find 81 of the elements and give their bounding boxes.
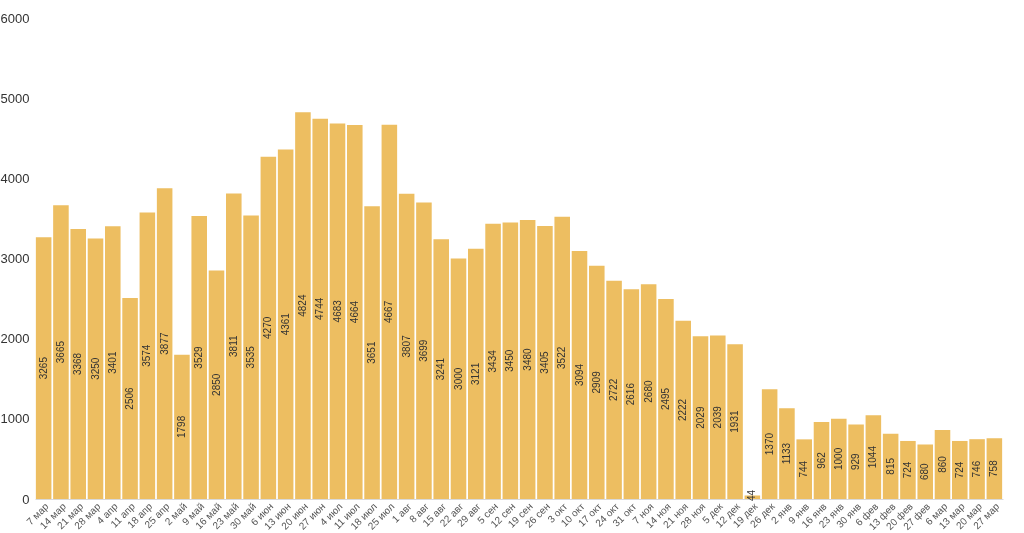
y-tick-label: 1000 xyxy=(0,411,30,427)
data-label: 1798 xyxy=(175,415,187,439)
data-label: 4824 xyxy=(296,294,308,317)
data-label: 44 xyxy=(746,489,758,502)
y-tick-label: 4000 xyxy=(0,170,30,186)
data-label: 3450 xyxy=(504,349,516,372)
data-label: 3811 xyxy=(227,335,239,357)
data-label: 815 xyxy=(884,457,896,475)
data-label: 1044 xyxy=(867,445,879,469)
bar xyxy=(381,124,398,499)
data-label: 4664 xyxy=(348,300,360,324)
y-tick-label: 3000 xyxy=(0,251,30,266)
data-label: 2616 xyxy=(625,382,637,406)
data-label: 724 xyxy=(901,461,913,479)
data-label: 1370 xyxy=(763,432,775,456)
bar xyxy=(87,238,104,499)
data-label: 1000 xyxy=(832,447,844,471)
bar xyxy=(640,284,657,499)
bar xyxy=(502,222,519,499)
data-label: 758 xyxy=(988,459,1000,477)
data-label: 860 xyxy=(936,455,948,473)
data-label: 2039 xyxy=(711,405,723,429)
data-label: 1133 xyxy=(780,442,792,465)
data-label: 2506 xyxy=(124,386,136,410)
data-label: 4361 xyxy=(279,312,291,336)
data-label: 3665 xyxy=(54,340,66,364)
data-label: 3000 xyxy=(452,367,464,390)
data-label: 4683 xyxy=(331,299,343,323)
data-label: 3434 xyxy=(487,349,499,373)
bar xyxy=(571,250,588,499)
data-label: 3522 xyxy=(556,346,568,369)
bar xyxy=(519,220,536,499)
data-label: 3121 xyxy=(469,362,481,386)
bar xyxy=(761,389,778,499)
bar xyxy=(450,258,467,499)
y-tick-label: 6000 xyxy=(0,10,30,26)
y-tick-label: 0 xyxy=(22,491,30,507)
data-label: 3699 xyxy=(417,339,429,362)
data-label: 3368 xyxy=(72,352,84,376)
data-label: 3265 xyxy=(37,356,49,380)
data-label: 744 xyxy=(798,460,810,478)
y-tick-label: 5000 xyxy=(0,90,30,106)
data-label: 3405 xyxy=(538,350,550,374)
data-label: 3401 xyxy=(106,351,118,374)
data-label: 3250 xyxy=(89,357,101,380)
data-label: 3529 xyxy=(193,345,205,369)
bar xyxy=(329,123,346,499)
data-label: 3574 xyxy=(141,344,153,367)
data-label: 929 xyxy=(850,452,862,471)
data-label: 2909 xyxy=(590,370,602,394)
data-label: 4744 xyxy=(314,297,326,320)
data-label: 2722 xyxy=(608,378,620,402)
bar xyxy=(139,212,156,499)
data-label: 3480 xyxy=(521,347,533,371)
data-label: 3651 xyxy=(366,341,378,364)
bar xyxy=(398,193,415,499)
data-label: 3094 xyxy=(573,363,585,387)
bar xyxy=(623,289,640,499)
data-label: 2495 xyxy=(659,387,671,411)
bar xyxy=(208,270,225,499)
bar xyxy=(35,237,52,499)
data-label: 2029 xyxy=(694,406,706,429)
data-label: 962 xyxy=(815,451,827,469)
y-tick-label: 2000 xyxy=(0,331,30,347)
data-label: 4270 xyxy=(262,316,274,339)
data-label: 746 xyxy=(971,460,983,478)
bar xyxy=(277,149,294,499)
data-label: 1931 xyxy=(729,410,741,433)
bar xyxy=(260,156,277,499)
data-label: 3535 xyxy=(245,345,257,369)
bar xyxy=(156,188,173,499)
data-label: 724 xyxy=(953,461,965,479)
data-label: 2222 xyxy=(677,398,689,422)
data-label: 3807 xyxy=(400,334,412,358)
bar xyxy=(692,336,709,499)
data-label: 2850 xyxy=(210,373,222,396)
data-label: 3877 xyxy=(158,332,170,355)
data-label: 2680 xyxy=(642,380,654,403)
data-label: 680 xyxy=(919,462,931,481)
data-label: 3241 xyxy=(435,357,447,381)
data-label: 4667 xyxy=(383,300,395,324)
